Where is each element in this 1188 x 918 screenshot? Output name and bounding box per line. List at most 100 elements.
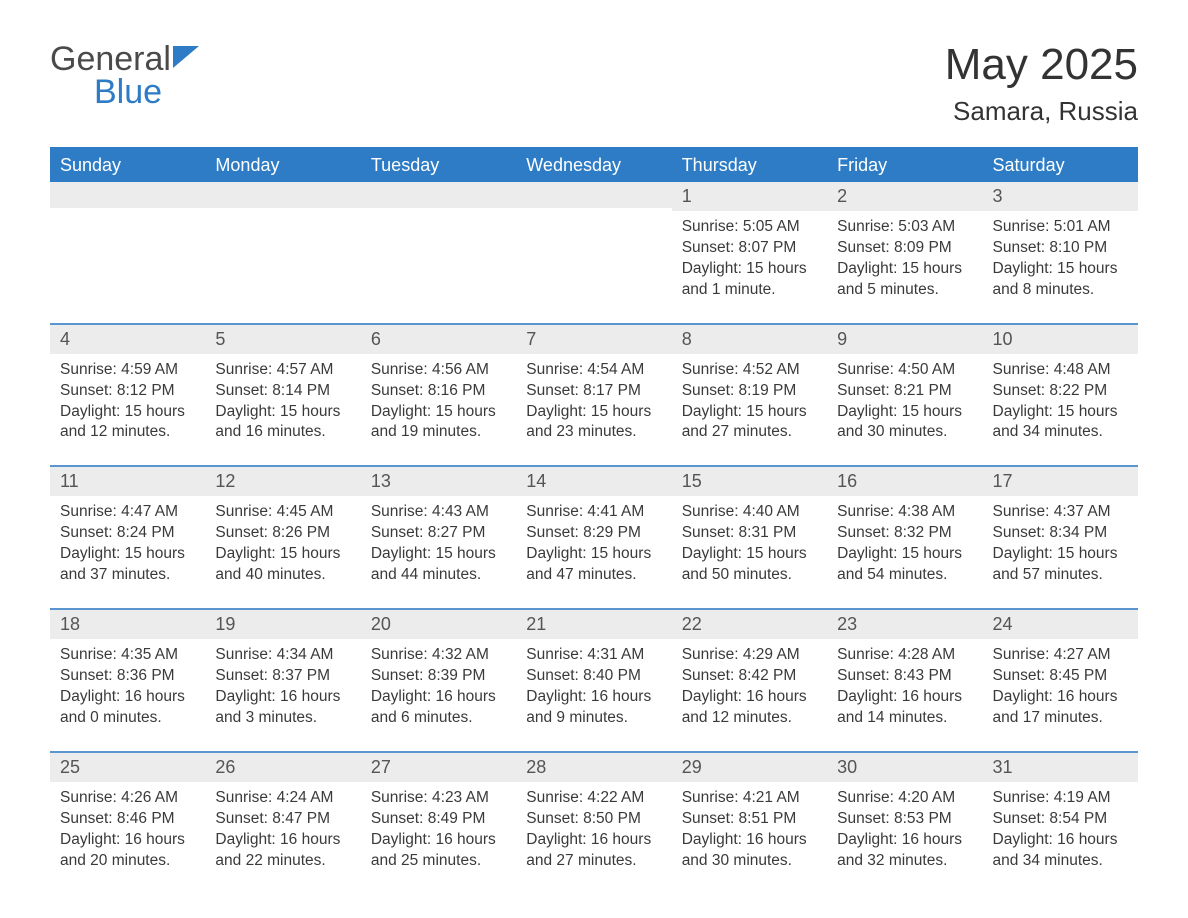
sunset-text: Sunset: 8:09 PM	[837, 238, 972, 259]
weekday-label: Thursday	[672, 149, 827, 182]
sunset-text: Sunset: 8:45 PM	[993, 666, 1128, 687]
day-details: Sunrise: 4:43 AMSunset: 8:27 PMDaylight:…	[361, 496, 516, 608]
sunrise-text: Sunrise: 4:37 AM	[993, 502, 1128, 523]
day-number: 27	[361, 753, 516, 782]
sunset-text: Sunset: 8:16 PM	[371, 381, 506, 402]
day-number: 4	[50, 325, 205, 354]
day-number: 20	[361, 610, 516, 639]
day-number: 14	[516, 467, 671, 496]
sunrise-text: Sunrise: 4:48 AM	[993, 360, 1128, 381]
day-details: Sunrise: 4:23 AMSunset: 8:49 PMDaylight:…	[361, 782, 516, 894]
sunrise-text: Sunrise: 4:52 AM	[682, 360, 817, 381]
sunrise-text: Sunrise: 4:29 AM	[682, 645, 817, 666]
daylight-text: Daylight: 16 hours and 34 minutes.	[993, 830, 1128, 872]
daylight-text: Daylight: 15 hours and 16 minutes.	[215, 402, 350, 444]
day-details: Sunrise: 4:24 AMSunset: 8:47 PMDaylight:…	[205, 782, 360, 894]
weekday-label: Saturday	[983, 149, 1138, 182]
day-number	[361, 182, 516, 208]
daylight-text: Daylight: 16 hours and 25 minutes.	[371, 830, 506, 872]
sunset-text: Sunset: 8:34 PM	[993, 523, 1128, 544]
daylight-text: Daylight: 15 hours and 12 minutes.	[60, 402, 195, 444]
sunset-text: Sunset: 8:07 PM	[682, 238, 817, 259]
day-details: Sunrise: 4:54 AMSunset: 8:17 PMDaylight:…	[516, 354, 671, 466]
day-details: Sunrise: 4:31 AMSunset: 8:40 PMDaylight:…	[516, 639, 671, 751]
day-details: Sunrise: 4:22 AMSunset: 8:50 PMDaylight:…	[516, 782, 671, 894]
sunrise-text: Sunrise: 4:31 AM	[526, 645, 661, 666]
day-number: 10	[983, 325, 1138, 354]
calendar-cell: 25Sunrise: 4:26 AMSunset: 8:46 PMDayligh…	[50, 753, 205, 894]
calendar-cell: 19Sunrise: 4:34 AMSunset: 8:37 PMDayligh…	[205, 610, 360, 751]
day-number: 25	[50, 753, 205, 782]
day-number: 29	[672, 753, 827, 782]
sunset-text: Sunset: 8:42 PM	[682, 666, 817, 687]
calendar-cell: 4Sunrise: 4:59 AMSunset: 8:12 PMDaylight…	[50, 325, 205, 466]
calendar-cell: 27Sunrise: 4:23 AMSunset: 8:49 PMDayligh…	[361, 753, 516, 894]
sunset-text: Sunset: 8:47 PM	[215, 809, 350, 830]
sunrise-text: Sunrise: 4:22 AM	[526, 788, 661, 809]
daylight-text: Daylight: 16 hours and 30 minutes.	[682, 830, 817, 872]
day-number: 3	[983, 182, 1138, 211]
day-number: 7	[516, 325, 671, 354]
daylight-text: Daylight: 16 hours and 3 minutes.	[215, 687, 350, 729]
day-number: 23	[827, 610, 982, 639]
sunrise-text: Sunrise: 4:56 AM	[371, 360, 506, 381]
sunset-text: Sunset: 8:22 PM	[993, 381, 1128, 402]
day-details	[205, 208, 360, 298]
sunrise-text: Sunrise: 4:57 AM	[215, 360, 350, 381]
calendar-cell: 14Sunrise: 4:41 AMSunset: 8:29 PMDayligh…	[516, 467, 671, 608]
calendar-cell: 12Sunrise: 4:45 AMSunset: 8:26 PMDayligh…	[205, 467, 360, 608]
daylight-text: Daylight: 16 hours and 9 minutes.	[526, 687, 661, 729]
calendar-cell: 6Sunrise: 4:56 AMSunset: 8:16 PMDaylight…	[361, 325, 516, 466]
calendar-cell: 16Sunrise: 4:38 AMSunset: 8:32 PMDayligh…	[827, 467, 982, 608]
weekday-label: Wednesday	[516, 149, 671, 182]
location-text: Samara, Russia	[945, 96, 1138, 127]
weekday-label: Friday	[827, 149, 982, 182]
sunrise-text: Sunrise: 4:23 AM	[371, 788, 506, 809]
day-details: Sunrise: 4:47 AMSunset: 8:24 PMDaylight:…	[50, 496, 205, 608]
sunset-text: Sunset: 8:12 PM	[60, 381, 195, 402]
calendar-week: 4Sunrise: 4:59 AMSunset: 8:12 PMDaylight…	[50, 323, 1138, 466]
daylight-text: Daylight: 15 hours and 40 minutes.	[215, 544, 350, 586]
calendar-cell: 22Sunrise: 4:29 AMSunset: 8:42 PMDayligh…	[672, 610, 827, 751]
daylight-text: Daylight: 15 hours and 8 minutes.	[993, 259, 1128, 301]
day-details: Sunrise: 4:56 AMSunset: 8:16 PMDaylight:…	[361, 354, 516, 466]
day-details: Sunrise: 4:26 AMSunset: 8:46 PMDaylight:…	[50, 782, 205, 894]
calendar-cell	[50, 182, 205, 323]
daylight-text: Daylight: 15 hours and 19 minutes.	[371, 402, 506, 444]
sunset-text: Sunset: 8:53 PM	[837, 809, 972, 830]
sunrise-text: Sunrise: 4:24 AM	[215, 788, 350, 809]
sunset-text: Sunset: 8:49 PM	[371, 809, 506, 830]
calendar-cell: 3Sunrise: 5:01 AMSunset: 8:10 PMDaylight…	[983, 182, 1138, 323]
sunset-text: Sunset: 8:17 PM	[526, 381, 661, 402]
day-number: 12	[205, 467, 360, 496]
day-number: 1	[672, 182, 827, 211]
calendar-week: 1Sunrise: 5:05 AMSunset: 8:07 PMDaylight…	[50, 182, 1138, 323]
calendar-cell: 29Sunrise: 4:21 AMSunset: 8:51 PMDayligh…	[672, 753, 827, 894]
weekday-header: Sunday Monday Tuesday Wednesday Thursday…	[50, 147, 1138, 182]
daylight-text: Daylight: 16 hours and 32 minutes.	[837, 830, 972, 872]
weeks-container: 1Sunrise: 5:05 AMSunset: 8:07 PMDaylight…	[50, 182, 1138, 893]
sunrise-text: Sunrise: 4:50 AM	[837, 360, 972, 381]
calendar-week: 11Sunrise: 4:47 AMSunset: 8:24 PMDayligh…	[50, 465, 1138, 608]
day-number: 16	[827, 467, 982, 496]
day-number: 11	[50, 467, 205, 496]
day-details: Sunrise: 4:45 AMSunset: 8:26 PMDaylight:…	[205, 496, 360, 608]
sunrise-text: Sunrise: 4:19 AM	[993, 788, 1128, 809]
day-number	[205, 182, 360, 208]
day-details: Sunrise: 4:48 AMSunset: 8:22 PMDaylight:…	[983, 354, 1138, 466]
calendar-cell: 15Sunrise: 4:40 AMSunset: 8:31 PMDayligh…	[672, 467, 827, 608]
calendar-cell: 31Sunrise: 4:19 AMSunset: 8:54 PMDayligh…	[983, 753, 1138, 894]
day-details: Sunrise: 4:32 AMSunset: 8:39 PMDaylight:…	[361, 639, 516, 751]
calendar-cell: 17Sunrise: 4:37 AMSunset: 8:34 PMDayligh…	[983, 467, 1138, 608]
sunset-text: Sunset: 8:29 PM	[526, 523, 661, 544]
daylight-text: Daylight: 15 hours and 34 minutes.	[993, 402, 1128, 444]
sunset-text: Sunset: 8:50 PM	[526, 809, 661, 830]
sunrise-text: Sunrise: 5:05 AM	[682, 217, 817, 238]
daylight-text: Daylight: 15 hours and 54 minutes.	[837, 544, 972, 586]
calendar-cell	[516, 182, 671, 323]
daylight-text: Daylight: 16 hours and 14 minutes.	[837, 687, 972, 729]
daylight-text: Daylight: 15 hours and 1 minute.	[682, 259, 817, 301]
calendar-cell: 8Sunrise: 4:52 AMSunset: 8:19 PMDaylight…	[672, 325, 827, 466]
calendar-week: 18Sunrise: 4:35 AMSunset: 8:36 PMDayligh…	[50, 608, 1138, 751]
sunset-text: Sunset: 8:39 PM	[371, 666, 506, 687]
